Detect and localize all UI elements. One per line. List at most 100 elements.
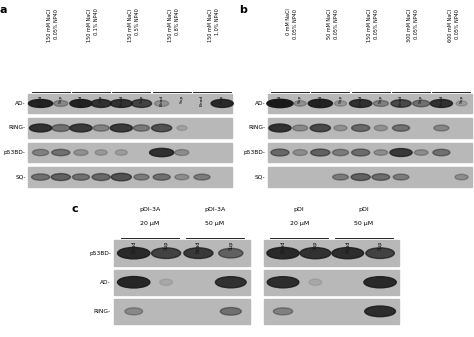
Ellipse shape xyxy=(152,248,181,258)
Text: 150 mM NaCl: 150 mM NaCl xyxy=(367,9,372,42)
Text: Sup: Sup xyxy=(99,94,103,103)
Ellipse shape xyxy=(175,150,189,155)
Bar xyxy=(267,167,472,187)
Text: RING-: RING- xyxy=(248,125,265,130)
Text: 0.1% NP40: 0.1% NP40 xyxy=(94,9,100,35)
Text: Sup: Sup xyxy=(164,241,169,250)
Text: Bead: Bead xyxy=(281,241,285,253)
Ellipse shape xyxy=(28,99,53,108)
Ellipse shape xyxy=(393,174,409,180)
Ellipse shape xyxy=(271,149,289,156)
Text: Sup: Sup xyxy=(378,241,383,250)
Text: Bead: Bead xyxy=(345,241,350,253)
Ellipse shape xyxy=(111,173,131,181)
Ellipse shape xyxy=(413,100,430,107)
Ellipse shape xyxy=(300,248,331,259)
Ellipse shape xyxy=(91,99,111,108)
Text: Sup: Sup xyxy=(298,94,302,103)
Ellipse shape xyxy=(54,100,68,106)
Ellipse shape xyxy=(308,99,332,108)
Text: a: a xyxy=(0,5,8,15)
Ellipse shape xyxy=(414,150,428,155)
Text: pDI-3A: pDI-3A xyxy=(204,207,225,212)
Ellipse shape xyxy=(93,125,109,131)
Ellipse shape xyxy=(430,99,453,108)
Ellipse shape xyxy=(219,248,243,258)
Ellipse shape xyxy=(456,101,467,106)
Text: pDI: pDI xyxy=(358,207,369,212)
Bar xyxy=(264,299,400,324)
Ellipse shape xyxy=(194,174,210,180)
Text: Bead: Bead xyxy=(359,94,363,106)
Text: 0.05% NP40: 0.05% NP40 xyxy=(54,9,59,38)
Text: Sup: Sup xyxy=(313,241,318,250)
Text: 0 mM NaCl: 0 mM NaCl xyxy=(286,9,292,35)
Text: Bead: Bead xyxy=(119,94,123,106)
Text: 20 μM: 20 μM xyxy=(140,220,160,225)
Ellipse shape xyxy=(110,99,132,108)
Ellipse shape xyxy=(118,277,150,288)
Text: p53BD-: p53BD- xyxy=(89,251,111,256)
Ellipse shape xyxy=(51,174,70,181)
Text: 0.05% NP40: 0.05% NP40 xyxy=(374,9,379,38)
Text: p53BD-: p53BD- xyxy=(4,150,26,155)
Text: Sup: Sup xyxy=(379,94,383,103)
Ellipse shape xyxy=(365,306,395,317)
Text: RING-: RING- xyxy=(94,309,111,314)
Ellipse shape xyxy=(74,150,88,155)
Ellipse shape xyxy=(131,99,152,108)
Ellipse shape xyxy=(294,101,306,106)
Text: 0.5% NP40: 0.5% NP40 xyxy=(135,9,140,35)
Text: 300 mM NaCl: 300 mM NaCl xyxy=(408,9,412,42)
Bar xyxy=(264,241,400,266)
Text: Bead: Bead xyxy=(399,94,403,106)
Text: SQ-: SQ- xyxy=(255,175,265,180)
Ellipse shape xyxy=(335,101,346,106)
Ellipse shape xyxy=(33,149,49,156)
Ellipse shape xyxy=(70,99,92,108)
Ellipse shape xyxy=(92,174,110,181)
Ellipse shape xyxy=(364,277,396,288)
Text: 150 mM NaCl: 150 mM NaCl xyxy=(168,9,173,42)
Ellipse shape xyxy=(374,125,387,131)
Text: Sup: Sup xyxy=(139,94,144,103)
Ellipse shape xyxy=(351,174,370,181)
Text: 0.8% NP40: 0.8% NP40 xyxy=(175,9,180,35)
Ellipse shape xyxy=(267,277,299,288)
Bar xyxy=(267,118,472,138)
Ellipse shape xyxy=(134,174,149,180)
Text: AD-: AD- xyxy=(15,101,26,106)
Bar xyxy=(28,94,232,113)
Ellipse shape xyxy=(455,174,468,180)
Ellipse shape xyxy=(273,308,293,315)
Text: 1.0% NP40: 1.0% NP40 xyxy=(216,9,220,35)
Text: 0.05% NP40: 0.05% NP40 xyxy=(455,9,460,38)
Text: RING-: RING- xyxy=(9,125,26,130)
Text: Bead: Bead xyxy=(200,94,204,106)
Text: Sup: Sup xyxy=(228,241,233,250)
Ellipse shape xyxy=(433,149,450,156)
Text: 150 mM NaCl: 150 mM NaCl xyxy=(47,9,52,42)
Bar xyxy=(114,270,250,295)
Ellipse shape xyxy=(374,150,388,155)
Ellipse shape xyxy=(309,279,322,285)
Ellipse shape xyxy=(29,124,52,132)
Text: Sup: Sup xyxy=(419,94,423,103)
Text: p53BD-: p53BD- xyxy=(243,150,265,155)
Ellipse shape xyxy=(391,100,411,107)
Text: Sup: Sup xyxy=(220,94,224,103)
Ellipse shape xyxy=(52,149,70,156)
Text: 150 mM NaCl: 150 mM NaCl xyxy=(209,9,213,42)
Text: 600 mM NaCl: 600 mM NaCl xyxy=(448,9,453,42)
Ellipse shape xyxy=(155,100,169,106)
Bar xyxy=(114,299,250,324)
Text: 20 μM: 20 μM xyxy=(290,220,309,225)
Text: Sup: Sup xyxy=(460,94,464,103)
Ellipse shape xyxy=(150,148,174,157)
Ellipse shape xyxy=(334,125,347,131)
Ellipse shape xyxy=(310,124,330,132)
Ellipse shape xyxy=(220,308,241,315)
Text: 50 μM: 50 μM xyxy=(205,220,224,225)
Text: 0.05% NP40: 0.05% NP40 xyxy=(414,9,419,38)
Text: AD-: AD- xyxy=(255,101,265,106)
